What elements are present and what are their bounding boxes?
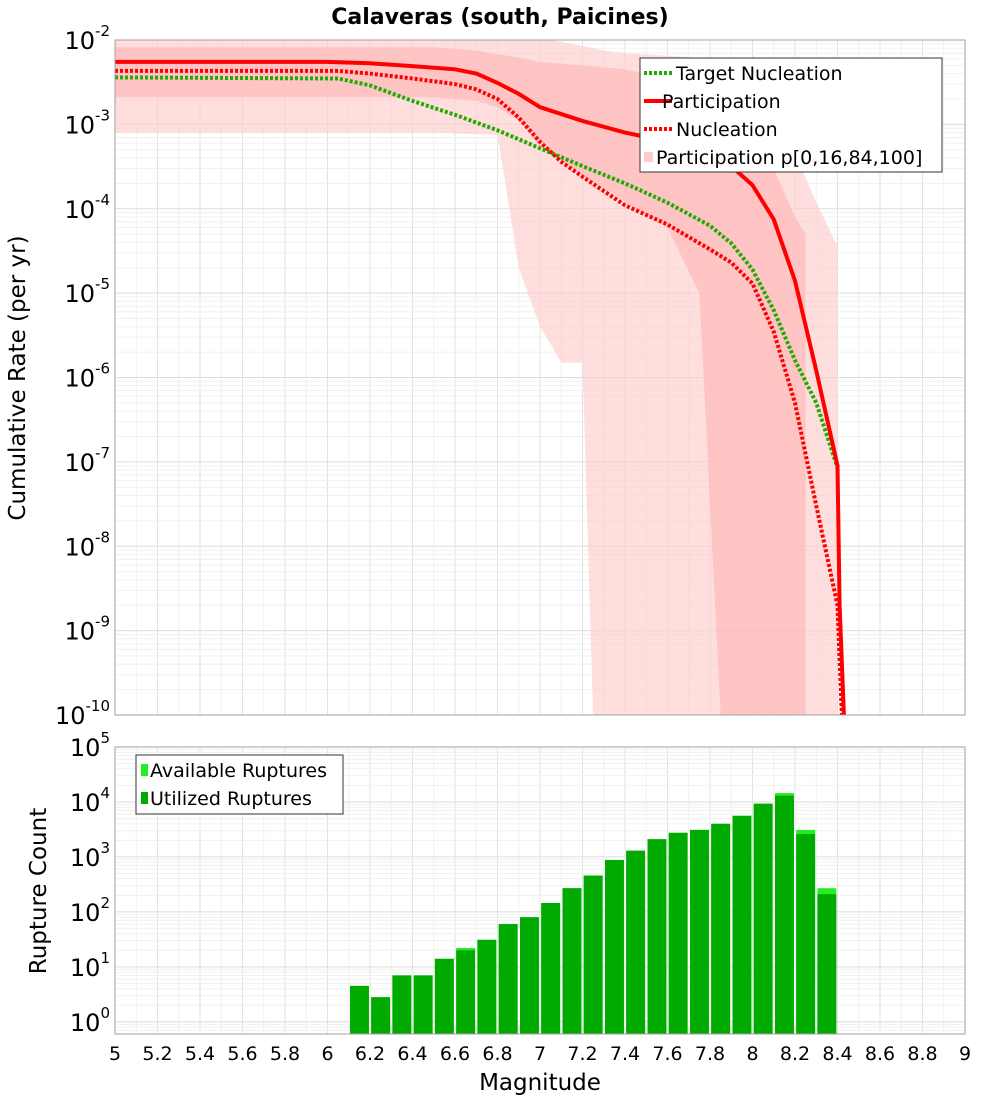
x-tick-label: 8.2 bbox=[780, 1043, 810, 1065]
x-tick-label: 5.6 bbox=[227, 1043, 257, 1065]
legend-label: Participation bbox=[662, 91, 781, 113]
legend-label: Available Ruptures bbox=[150, 760, 327, 782]
x-tick-label: 5.8 bbox=[270, 1043, 300, 1065]
bottom-y-tick-label: 104 bbox=[70, 784, 110, 817]
x-axis-label: Magnitude bbox=[479, 1070, 601, 1096]
bar-utilized-ruptures bbox=[413, 975, 433, 1034]
bar-utilized-ruptures bbox=[796, 834, 816, 1034]
legend-box bbox=[135, 754, 344, 815]
legend-label: Nucleation bbox=[676, 119, 778, 141]
legend-swatch bbox=[141, 764, 148, 776]
bar-utilized-ruptures bbox=[753, 803, 773, 1034]
bottom-panel: 105 104 103 102 101 100 5 5.2 5.4 5.6 5.8 6 6.2 6.4 6… bbox=[26, 729, 971, 1096]
x-tick-label: 7.4 bbox=[610, 1043, 640, 1065]
top-y-tick-label: 10-9 bbox=[64, 613, 110, 646]
top-y-tick-label: 10-5 bbox=[64, 275, 110, 308]
x-tick-label: 5.4 bbox=[185, 1043, 215, 1065]
x-tick-label: 7.6 bbox=[652, 1043, 682, 1065]
top-y-tick-label: 10-8 bbox=[64, 528, 110, 561]
top-y-tick-label: 10-3 bbox=[64, 106, 110, 139]
bar-utilized-ruptures bbox=[668, 832, 688, 1034]
bottom-y-tick-label: 105 bbox=[70, 729, 110, 762]
rate-curves bbox=[114, 59, 846, 716]
bar-utilized-ruptures bbox=[392, 975, 412, 1034]
bottom-y-tick-label: 102 bbox=[70, 894, 110, 927]
x-tick-label: 5 bbox=[109, 1043, 121, 1065]
legend-label: Participation p[0,16,84,100] bbox=[656, 147, 922, 169]
bar-utilized-ruptures bbox=[626, 850, 646, 1034]
rupture-count-bars bbox=[350, 793, 837, 1034]
top-legend: Target Nucleation Participation Nucleation… bbox=[639, 57, 943, 173]
top-y-tick-label: 10-6 bbox=[64, 360, 110, 393]
legend-swatch bbox=[141, 792, 148, 804]
bar-utilized-ruptures bbox=[775, 795, 794, 1034]
x-tick-label: 8 bbox=[746, 1043, 758, 1065]
x-tick-label: 7.8 bbox=[695, 1043, 725, 1065]
x-tick-label: 8.4 bbox=[822, 1043, 852, 1065]
bar-utilized-ruptures bbox=[456, 950, 476, 1034]
x-tick-label: 6.6 bbox=[440, 1043, 470, 1065]
x-tick-label: 8.8 bbox=[907, 1043, 937, 1065]
x-tick-labels: 5 5.2 5.4 5.6 5.8 6 6.2 6.4 6.6 6.8 7 7.2 7.4 7.6 7.8 8… bbox=[109, 1043, 971, 1065]
top-plot-frame bbox=[114, 39, 966, 716]
bottom-y-axis-label: Rupture Count bbox=[26, 808, 52, 974]
bottom-legend: Available Ruptures Utilized Ruptures bbox=[135, 754, 344, 815]
bottom-plot-frame bbox=[114, 746, 966, 1035]
bar-utilized-ruptures bbox=[434, 958, 454, 1034]
bar-utilized-ruptures bbox=[647, 839, 667, 1034]
bar-utilized-ruptures bbox=[690, 829, 709, 1034]
bar-utilized-ruptures bbox=[817, 894, 837, 1034]
bar-utilized-ruptures bbox=[520, 917, 539, 1034]
series-target-nucleation bbox=[114, 75, 840, 469]
participation-bands bbox=[115, 40, 838, 716]
legend-label: Target Nucleation bbox=[675, 63, 843, 85]
legend-label: Utilized Ruptures bbox=[150, 788, 312, 810]
x-tick-label: 9 bbox=[959, 1043, 971, 1065]
bar-utilized-ruptures bbox=[732, 815, 752, 1034]
series-participation bbox=[115, 59, 846, 716]
band-participation-p16-p84 bbox=[115, 47, 806, 716]
bar-utilized-ruptures bbox=[583, 875, 603, 1034]
bar-utilized-ruptures bbox=[605, 860, 624, 1034]
x-tick-label: 5.2 bbox=[142, 1043, 172, 1065]
bar-utilized-ruptures bbox=[711, 823, 731, 1034]
top-y-tick-labels: 10-2 10-3 10-4 10-5 10-6 10-7 10-8 10-9 10-10 bbox=[55, 22, 110, 730]
legend-swatch bbox=[644, 152, 653, 162]
x-tick-label: 7 bbox=[534, 1043, 546, 1065]
bar-utilized-ruptures bbox=[371, 997, 391, 1034]
bar-utilized-ruptures bbox=[541, 903, 561, 1034]
series-nucleation bbox=[115, 68, 844, 716]
bottom-y-tick-label: 101 bbox=[70, 949, 110, 982]
x-tick-label: 6 bbox=[321, 1043, 333, 1065]
x-tick-label: 8.6 bbox=[865, 1043, 895, 1065]
bar-utilized-ruptures bbox=[477, 939, 497, 1034]
top-panel: 10-2 10-3 10-4 10-5 10-6 10-7 10-8 10-9 10-10 Cu… bbox=[5, 22, 966, 730]
bar-utilized-ruptures bbox=[562, 888, 582, 1034]
legend-box bbox=[639, 57, 943, 173]
bar-utilized-ruptures bbox=[498, 924, 518, 1034]
bottom-y-tick-labels: 105 104 103 102 101 100 bbox=[70, 729, 110, 1037]
chart-title: Calaveras (south, Paicines) bbox=[331, 5, 668, 30]
top-y-axis-label: Cumulative Rate (per yr) bbox=[5, 235, 31, 520]
top-y-tick-label: 10-10 bbox=[55, 697, 110, 730]
x-tick-label: 7.2 bbox=[567, 1043, 597, 1065]
bar-utilized-ruptures bbox=[350, 985, 369, 1034]
bottom-y-tick-label: 103 bbox=[70, 839, 110, 872]
top-y-tick-label: 10-7 bbox=[64, 444, 110, 477]
top-y-tick-label: 10-2 bbox=[64, 22, 110, 55]
bottom-y-tick-label: 100 bbox=[70, 1004, 110, 1037]
x-tick-label: 6.8 bbox=[482, 1043, 512, 1065]
top-y-tick-label: 10-4 bbox=[64, 191, 110, 224]
x-tick-label: 6.2 bbox=[355, 1043, 385, 1065]
x-tick-label: 6.4 bbox=[397, 1043, 427, 1065]
